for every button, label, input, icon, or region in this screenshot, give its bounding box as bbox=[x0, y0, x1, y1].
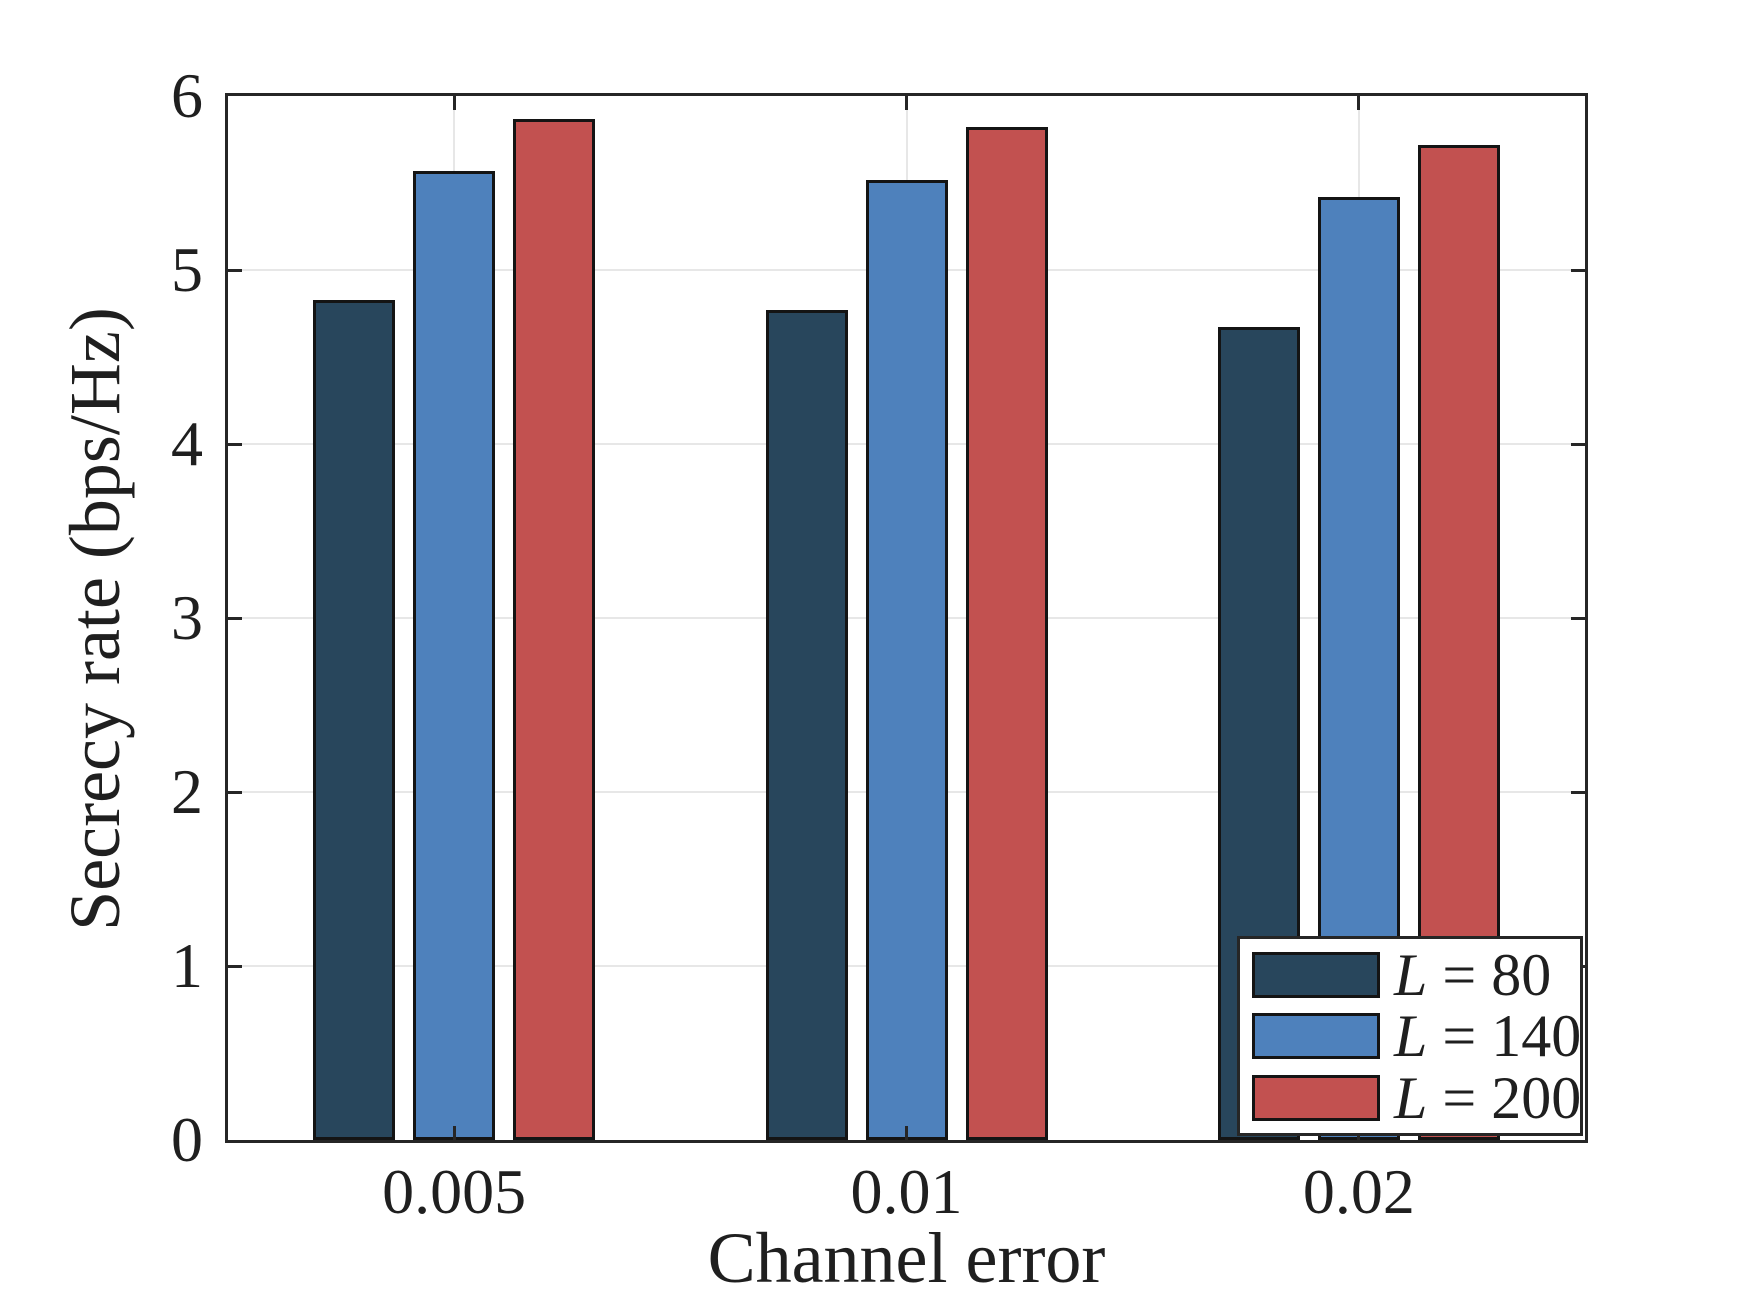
legend-swatch bbox=[1252, 1013, 1380, 1059]
x-tick-mark-bottom bbox=[452, 1126, 456, 1140]
bar-L=140-0.01 bbox=[865, 179, 948, 1140]
x-tick-mark-top bbox=[1357, 96, 1361, 110]
y-axis-label: Secrecy rate (bps/Hz) bbox=[55, 307, 135, 931]
y-tick-mark-right bbox=[1571, 442, 1585, 446]
y-tick-label: 2 bbox=[171, 756, 203, 827]
x-tick-label: 0.005 bbox=[382, 1156, 527, 1227]
x-tick-mark-top bbox=[905, 96, 908, 110]
bar-L=200-0.01 bbox=[965, 127, 1048, 1140]
y-tick-mark-left bbox=[228, 964, 242, 968]
x-tick-label: 0.01 bbox=[850, 1156, 963, 1227]
legend-label: L = 140 bbox=[1394, 1003, 1582, 1069]
bar-L=200-0.005 bbox=[513, 118, 596, 1140]
y-tick-label: 0 bbox=[171, 1104, 203, 1175]
legend: L = 80 L = 140 L = 200 bbox=[1237, 936, 1583, 1136]
x-tick-mark-top bbox=[452, 96, 456, 110]
y-tick-label: 6 bbox=[171, 60, 203, 131]
legend-row: L = 200 bbox=[1252, 1064, 1582, 1131]
x-tick-label: 0.02 bbox=[1302, 1156, 1415, 1227]
bar-L=80-0.005 bbox=[313, 299, 396, 1140]
legend-row: L = 140 bbox=[1252, 1003, 1582, 1069]
x-tick-mark-bottom bbox=[905, 1126, 908, 1140]
x-axis-label: Channel error bbox=[707, 1218, 1106, 1292]
legend-label: L = 200 bbox=[1394, 1064, 1582, 1131]
y-tick-mark-right bbox=[1571, 616, 1585, 620]
y-tick-label: 3 bbox=[171, 582, 203, 653]
y-tick-mark-left bbox=[228, 616, 242, 620]
bar-L=140-0.005 bbox=[413, 170, 496, 1140]
y-tick-mark-left bbox=[228, 790, 242, 794]
bar-L=80-0.01 bbox=[765, 310, 848, 1140]
y-tick-mark-left bbox=[228, 442, 242, 446]
y-tick-label: 1 bbox=[171, 930, 203, 1001]
legend-row: L = 80 bbox=[1252, 945, 1580, 1005]
y-tick-label: 4 bbox=[171, 408, 203, 479]
legend-swatch bbox=[1252, 951, 1380, 998]
y-tick-mark-right bbox=[1571, 268, 1585, 272]
y-tick-mark-left bbox=[228, 268, 242, 272]
legend-swatch bbox=[1252, 1074, 1380, 1121]
legend-label: L = 80 bbox=[1394, 941, 1552, 1008]
y-tick-label: 5 bbox=[171, 234, 203, 305]
y-tick-mark-right bbox=[1571, 790, 1585, 794]
